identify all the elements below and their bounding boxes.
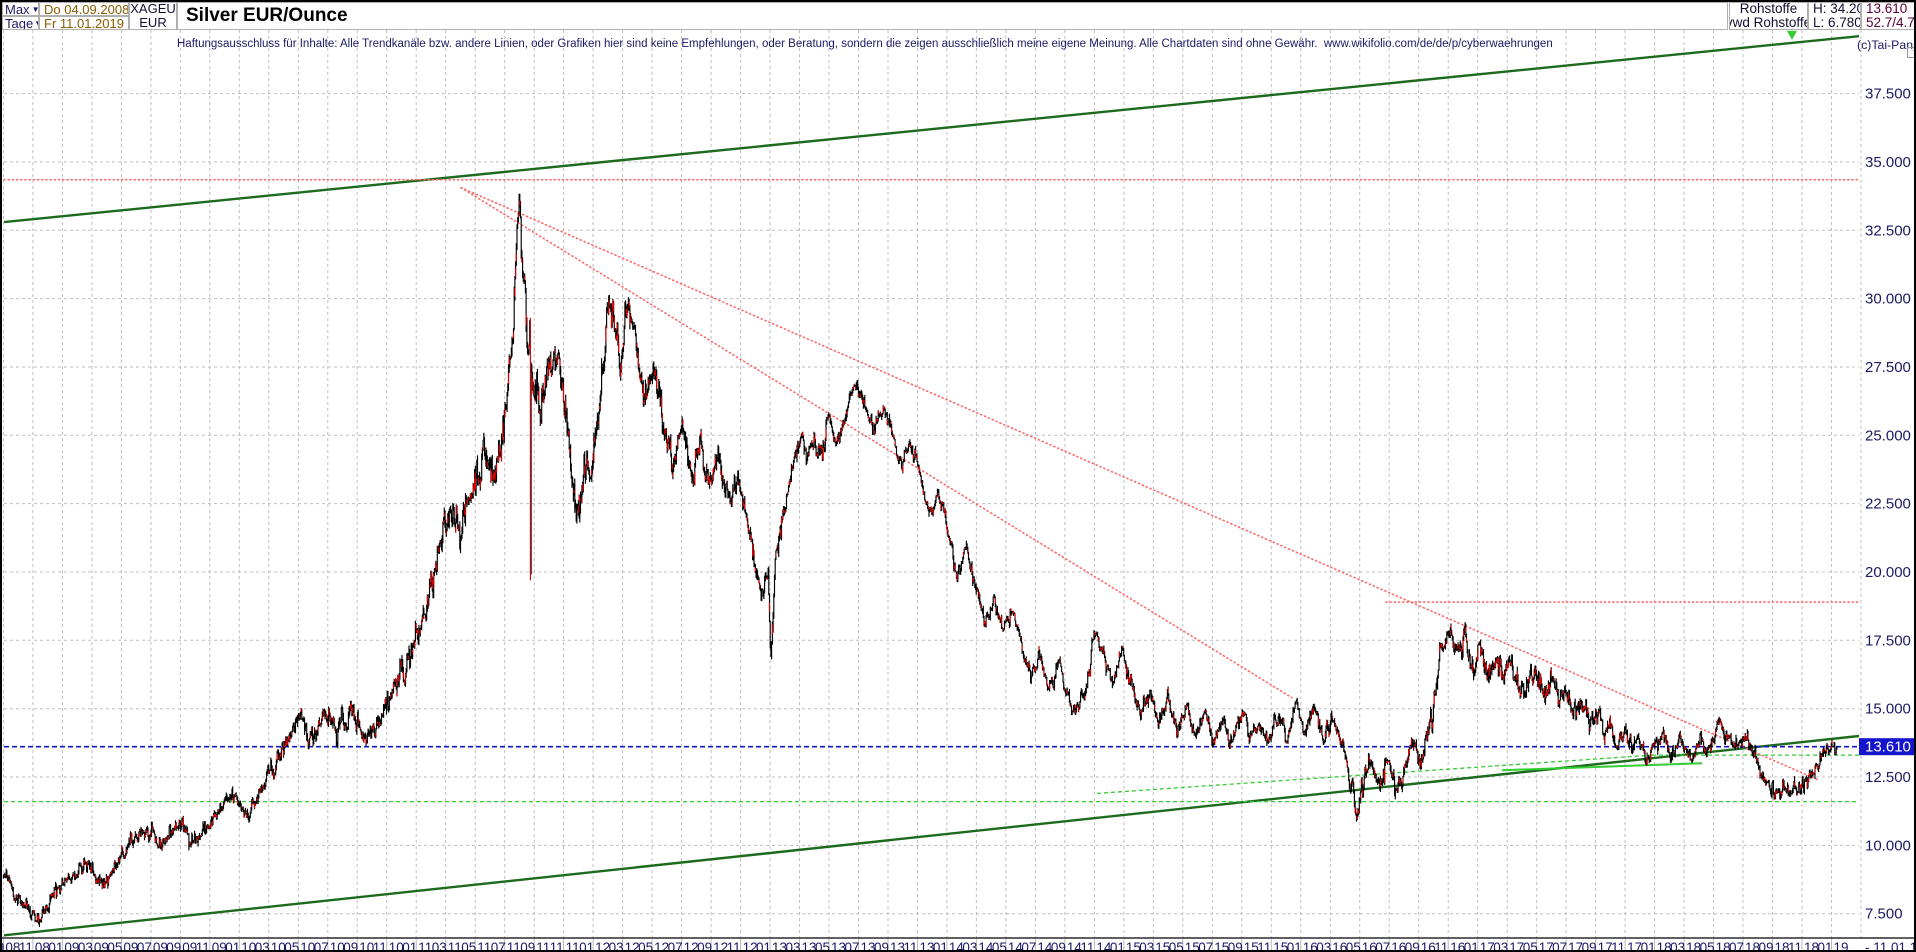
svg-text:11: 11 <box>448 940 462 952</box>
svg-text:13.610: 13.610 <box>1865 739 1911 756</box>
svg-text:27.500: 27.500 <box>1865 359 1911 376</box>
svg-text:01: 01 <box>1110 940 1125 952</box>
svg-text:11: 11 <box>19 940 33 952</box>
svg-text:11: 11 <box>1611 940 1625 952</box>
svg-text:09: 09 <box>1405 940 1420 952</box>
svg-text:11: 11 <box>1434 940 1448 952</box>
svg-text:03: 03 <box>78 940 93 952</box>
svg-text:03: 03 <box>1316 940 1331 952</box>
svg-text:09: 09 <box>2 940 4 952</box>
svg-text:20.000: 20.000 <box>1865 564 1911 581</box>
svg-text:09: 09 <box>697 940 712 952</box>
svg-text:05: 05 <box>1169 940 1184 952</box>
svg-text:09: 09 <box>166 940 181 952</box>
svg-text:05: 05 <box>1700 940 1715 952</box>
svg-text:11: 11 <box>566 940 580 952</box>
svg-text:7.500: 7.500 <box>1865 906 1903 923</box>
svg-text:05: 05 <box>461 940 476 952</box>
svg-text:01: 01 <box>402 940 417 952</box>
svg-text:01: 01 <box>933 940 948 952</box>
svg-text:07: 07 <box>1375 940 1390 952</box>
svg-text:03: 03 <box>1670 940 1685 952</box>
svg-text:07: 07 <box>845 940 860 952</box>
svg-text:01: 01 <box>1818 940 1833 952</box>
svg-text:03: 03 <box>1493 940 1508 952</box>
svg-text:05: 05 <box>1346 940 1361 952</box>
svg-text:11: 11 <box>1788 940 1802 952</box>
svg-text:01: 01 <box>756 940 771 952</box>
svg-text:01: 01 <box>1464 940 1479 952</box>
svg-text:07: 07 <box>314 940 329 952</box>
svg-text:07: 07 <box>1198 940 1213 952</box>
svg-text:09: 09 <box>1051 940 1066 952</box>
svg-text:30.000: 30.000 <box>1865 291 1911 308</box>
svg-text:03: 03 <box>609 940 624 952</box>
svg-text:03: 03 <box>1139 940 1154 952</box>
svg-text:11: 11 <box>904 940 918 952</box>
svg-text:07: 07 <box>1021 940 1036 952</box>
svg-text:05: 05 <box>284 940 299 952</box>
svg-text:10.000: 10.000 <box>1865 837 1911 854</box>
svg-text:01: 01 <box>48 940 63 952</box>
svg-text:03: 03 <box>786 940 801 952</box>
svg-text:11: 11 <box>727 940 741 952</box>
svg-text:03: 03 <box>255 940 270 952</box>
svg-text:- 11.01.19: - 11.01.19 <box>1865 940 1916 952</box>
svg-text:22.500: 22.500 <box>1865 496 1911 513</box>
svg-text:09: 09 <box>1759 940 1774 952</box>
svg-text:05: 05 <box>992 940 1007 952</box>
svg-text:35.000: 35.000 <box>1865 154 1911 171</box>
svg-text:03: 03 <box>432 940 447 952</box>
svg-text:11: 11 <box>418 940 432 952</box>
svg-text:05: 05 <box>638 940 653 952</box>
svg-text:11: 11 <box>1080 940 1094 952</box>
svg-text:03: 03 <box>962 940 977 952</box>
svg-text:05: 05 <box>1523 940 1538 952</box>
svg-text:11: 11 <box>373 940 387 952</box>
svg-text:11: 11 <box>477 940 491 952</box>
svg-text:15.000: 15.000 <box>1865 701 1911 718</box>
svg-text:01: 01 <box>1641 940 1656 952</box>
svg-text:09: 09 <box>343 940 358 952</box>
svg-text:11: 11 <box>196 940 210 952</box>
svg-text:25.000: 25.000 <box>1865 427 1911 444</box>
svg-text:07: 07 <box>668 940 683 952</box>
svg-text:07: 07 <box>1552 940 1567 952</box>
svg-text:01: 01 <box>1287 940 1302 952</box>
svg-text:19: 19 <box>1834 940 1849 952</box>
svg-text:32.500: 32.500 <box>1865 222 1911 239</box>
svg-text:37.500: 37.500 <box>1865 86 1911 103</box>
svg-text:09: 09 <box>520 940 535 952</box>
svg-text:09: 09 <box>1228 940 1243 952</box>
svg-text:11: 11 <box>536 940 550 952</box>
svg-text:09: 09 <box>874 940 889 952</box>
svg-text:12.500: 12.500 <box>1865 769 1911 786</box>
svg-text:01: 01 <box>225 940 240 952</box>
svg-text:17.500: 17.500 <box>1865 632 1911 649</box>
svg-text:05: 05 <box>815 940 830 952</box>
svg-text:11: 11 <box>550 940 564 952</box>
svg-text:05: 05 <box>107 940 122 952</box>
svg-text:11: 11 <box>507 940 521 952</box>
svg-text:01: 01 <box>579 940 594 952</box>
svg-text:07: 07 <box>491 940 506 952</box>
svg-text:11: 11 <box>1257 940 1271 952</box>
svg-text:09: 09 <box>1582 940 1597 952</box>
svg-text:07: 07 <box>137 940 152 952</box>
svg-text:07: 07 <box>1729 940 1744 952</box>
